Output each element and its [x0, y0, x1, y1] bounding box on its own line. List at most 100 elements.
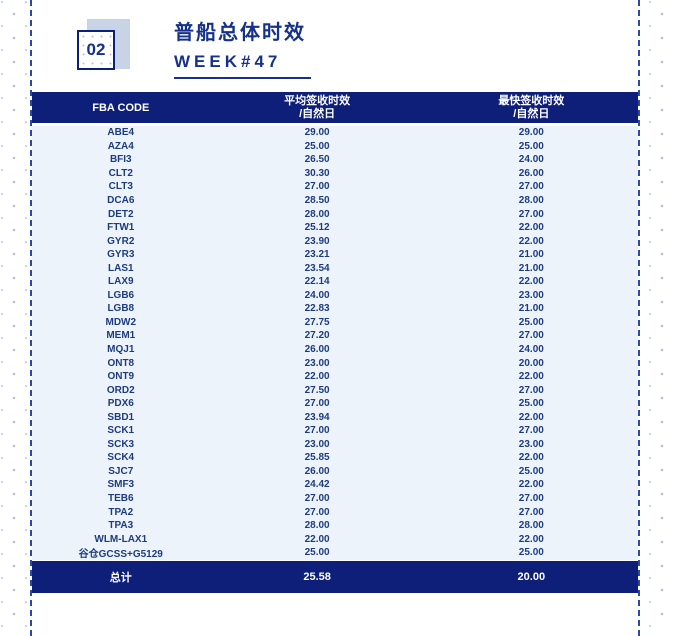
cell-fba-code: BFI3	[109, 154, 132, 166]
table-row: SCK4 25.85 22.00	[32, 451, 638, 465]
cell-avg-days: 27.00	[304, 493, 330, 505]
cell-fastest-days: 25.00	[518, 316, 544, 328]
table-row: TPA3 28.00 28.00	[32, 518, 638, 533]
cell-fastest-days: 24.00	[518, 154, 544, 166]
header-avg-days: 平均签收时效 /自然日	[210, 95, 425, 121]
cell-fba-code: ABE4	[107, 127, 135, 139]
table-row: CLT2 30.30 26.00	[32, 166, 638, 181]
cell-fba-code: 谷仓GCSS+G5129	[78, 549, 163, 561]
header-avg-line2: /自然日	[299, 107, 336, 120]
table-row: SCK1 27.00 27.00	[32, 424, 638, 438]
cell-fastest-days: 22.00	[518, 371, 544, 383]
cell-fastest-days: 21.00	[518, 249, 544, 261]
cell-fastest-days: 25.00	[518, 398, 544, 410]
report-header: 02 普船总体时效 WEEK#47	[32, 0, 638, 92]
cell-fba-code: SCK4	[107, 452, 135, 464]
cell-avg-days: 28.00	[304, 520, 330, 532]
table-row: FTW1 25.12 22.00	[32, 220, 638, 235]
cell-fastest-days: 22.00	[518, 222, 544, 234]
cell-avg-days: 23.21	[304, 249, 330, 261]
cell-fastest-days: 27.00	[518, 506, 544, 518]
cell-fastest-days: 24.00	[518, 344, 544, 356]
cell-fba-code: CLT2	[108, 167, 133, 179]
cell-avg-days: 23.00	[304, 357, 330, 369]
table-row: ORD2 27.50 27.00	[32, 383, 638, 397]
cell-fastest-days: 27.00	[518, 425, 544, 437]
table-row: LAX9 22.14 22.00	[32, 275, 638, 289]
total-label: 总计	[109, 571, 132, 584]
table-row: TPA2 27.00 27.00	[32, 505, 638, 519]
header-avg-line1: 平均签收时效	[284, 94, 351, 107]
cell-fba-code: LAS1	[107, 262, 134, 274]
table-row: 谷仓GCSS+G5129 25.00 25.00	[32, 545, 638, 561]
cell-fastest-days: 26.00	[518, 167, 544, 179]
cell-avg-days: 23.54	[304, 262, 330, 274]
cell-fastest-days: 27.00	[518, 330, 544, 342]
cell-avg-days: 22.14	[304, 276, 330, 288]
table-row: SCK3 23.00 23.00	[32, 437, 638, 452]
cell-fba-code: DCA6	[107, 195, 135, 206]
table-row: ABE4 29.00 29.00	[32, 126, 638, 140]
cell-fba-code: ONT9	[107, 371, 135, 383]
report-card: 02 普船总体时效 WEEK#47 FBA CODE 平均签收时效 /自然日 最…	[30, 0, 640, 636]
title-block: 普船总体时效 WEEK#47	[174, 16, 311, 79]
table-row: WLM-LAX1 22.00 22.00	[32, 532, 638, 546]
cell-fastest-days: 29.00	[518, 127, 544, 139]
cell-fba-code: WLM-LAX1	[94, 533, 148, 545]
cell-fastest-days: 22.00	[518, 411, 544, 423]
cell-fba-code: FTW1	[107, 222, 135, 234]
cell-fba-code: TEB6	[107, 493, 134, 505]
table-header-row: FBA CODE 平均签收时效 /自然日 最快签收时效 /自然日	[32, 92, 638, 123]
table-row: CLT3 27.00 27.00	[32, 180, 638, 194]
cell-fba-code: MEM1	[106, 330, 136, 342]
cell-avg-days: 25.00	[304, 140, 330, 152]
cell-fba-code: LAX9	[107, 276, 134, 288]
table-row: MQJ1 26.00 24.00	[32, 342, 638, 357]
cell-fastest-days: 27.00	[518, 181, 544, 193]
title-underline	[174, 77, 311, 79]
table-row: SBD1 23.94 22.00	[32, 410, 638, 425]
cell-fastest-days: 22.00	[518, 235, 544, 247]
table-row: SJC7 26.00 25.00	[32, 464, 638, 479]
header-fastest-line1: 最快签收时效	[498, 94, 565, 107]
cell-fba-code: MQJ1	[107, 344, 135, 356]
total-fastest-value: 20.00	[517, 570, 546, 583]
cell-avg-days: 23.94	[304, 411, 330, 423]
cell-fba-code: SBD1	[107, 411, 135, 423]
table-total-row: 总计 25.58 20.00	[32, 560, 638, 593]
cell-avg-days: 24.42	[304, 479, 330, 491]
cell-fba-code: GYR2	[107, 235, 135, 247]
cell-fastest-days: 23.00	[518, 438, 544, 450]
cell-avg-days: 26.00	[304, 465, 330, 477]
cell-fastest-days: 27.00	[518, 384, 544, 396]
cell-fastest-days: 23.00	[518, 289, 544, 301]
cell-fastest-days: 27.00	[518, 208, 544, 220]
cell-avg-days: 26.50	[304, 154, 330, 166]
cell-fastest-days: 21.00	[518, 262, 544, 274]
cell-avg-days: 27.20	[304, 330, 330, 342]
cell-avg-days: 26.00	[304, 344, 330, 356]
table-row: MEM1 27.20 27.00	[32, 329, 638, 343]
table-row: LGB8 22.83 21.00	[32, 302, 638, 316]
table-row: LGB6 24.00 23.00	[32, 288, 638, 303]
cell-avg-days: 27.00	[304, 181, 330, 193]
table-row: DET2 28.00 27.00	[32, 207, 638, 221]
cell-fastest-days: 25.00	[518, 547, 544, 559]
cell-fba-code: LGB8	[107, 303, 135, 315]
cell-fastest-days: 25.00	[518, 465, 544, 477]
header-fastest-line2: /自然日	[513, 107, 550, 120]
cell-fastest-days: 22.00	[518, 276, 544, 288]
table-row: BFI3 26.50 24.00	[32, 153, 638, 167]
cell-fastest-days: 25.00	[518, 140, 544, 152]
cell-fba-code: DET2	[107, 208, 134, 220]
cell-avg-days: 22.00	[304, 533, 330, 545]
cell-avg-days: 25.00	[304, 547, 330, 559]
cell-avg-days: 25.12	[304, 222, 330, 234]
table-row: ONT8 23.00 20.00	[32, 356, 638, 370]
table-row: AZA4 25.00 25.00	[32, 139, 638, 154]
cell-fastest-days: 27.00	[518, 493, 544, 505]
cell-fba-code: CLT3	[108, 181, 133, 193]
table-row: GYR3 23.21 21.00	[32, 247, 638, 262]
cell-avg-days: 27.50	[304, 384, 330, 396]
cell-fastest-days: 28.00	[518, 195, 544, 206]
